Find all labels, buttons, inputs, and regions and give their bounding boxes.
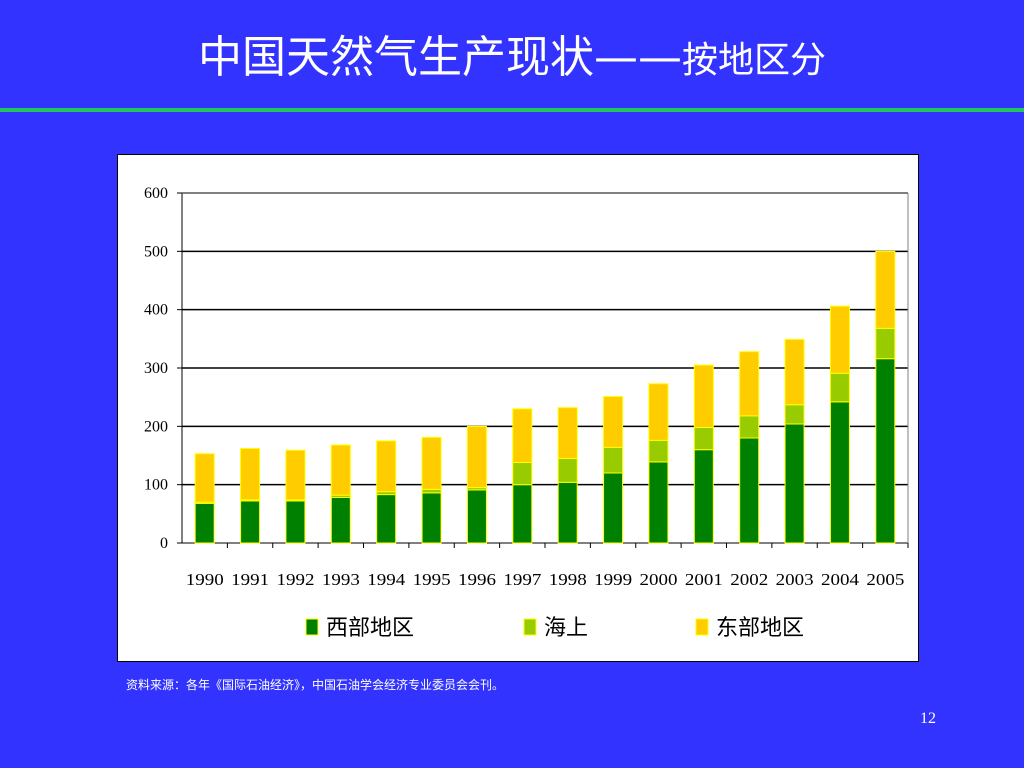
slide-title: 中国天然气生产现状——按地区分 (0, 28, 1024, 91)
y-tick-label: 300 (144, 360, 168, 377)
legend-swatch (523, 618, 537, 636)
bar-segment-west (285, 500, 306, 544)
bar-segment-west (603, 472, 624, 544)
bar-segment-west (784, 423, 805, 544)
bar-segment-west (557, 481, 578, 544)
bar-segment-east (240, 448, 261, 501)
x-tick-label: 2003 (776, 570, 814, 589)
title-divider (0, 108, 1024, 112)
y-tick-label: 100 (144, 477, 168, 494)
bar-segment-west (739, 437, 760, 544)
bar-segment-west (829, 401, 850, 544)
bar-segment-east (648, 383, 669, 441)
chart-panel: 0 100 200 300 400 500 600 1990 1991 1992 1993 1994 1… (117, 154, 919, 662)
bar-segment-offshore (648, 439, 669, 463)
bar-segment-east (194, 453, 215, 503)
legend-label: 东部地区 (716, 616, 804, 641)
y-tick-label: 500 (144, 243, 168, 260)
source-note: 资料来源：各年《国际石油经济》，中国石油学会经济专业委员会会刊。 (126, 678, 505, 692)
bar-segment-offshore (512, 462, 533, 486)
slide-title-sub: 按地区分 (681, 40, 826, 81)
bar-segment-east (693, 364, 714, 428)
bar-segment-west (194, 502, 215, 544)
legend-label: 海上 (544, 616, 588, 641)
bar-segment-west (376, 494, 397, 544)
legend-swatch (305, 618, 319, 636)
y-tick-label: 200 (144, 418, 168, 435)
bar-segment-east (330, 444, 351, 496)
x-tick-label: 1995 (413, 570, 451, 589)
bar-segment-offshore (784, 404, 805, 425)
x-tick-label: 1999 (594, 570, 632, 589)
stacked-bar-chart: 0 100 200 300 400 500 600 1990 1991 1992 1993 1994 1… (144, 185, 909, 641)
bar-segment-west (330, 497, 351, 544)
bar-segment-west (421, 492, 442, 544)
bar-segment-west (648, 461, 669, 544)
x-tick-label: 1998 (549, 570, 587, 589)
x-tick-label: 2002 (730, 570, 768, 589)
bar-segment-east (739, 351, 760, 417)
bar-segment-east (512, 408, 533, 463)
bar-segment-east (875, 250, 896, 329)
bar-segment-east (784, 338, 805, 406)
bar-segment-east (829, 305, 850, 374)
bar-segment-west (693, 449, 714, 544)
bar-segment-east (557, 407, 578, 459)
bar-segment-offshore (421, 488, 442, 494)
x-tick-label: 1992 (276, 570, 314, 589)
y-tick-label: 400 (144, 302, 168, 319)
bar-segment-offshore (557, 457, 578, 483)
x-tick-label: 2004 (821, 570, 860, 589)
bar-segment-east (466, 425, 487, 489)
bar-segment-west (512, 484, 533, 544)
x-tick-label: 1996 (458, 570, 496, 589)
x-tick-label: 1994 (367, 570, 406, 589)
legend-label: 西部地区 (326, 616, 414, 641)
x-tick-label: 1990 (186, 570, 224, 589)
bar-segment-east (603, 396, 624, 448)
bar-segment-east (376, 440, 397, 493)
bar-segment-west (875, 358, 896, 544)
bar-segment-offshore (603, 446, 624, 474)
bar-segment-offshore (875, 327, 896, 360)
legend-swatch (695, 618, 709, 636)
slide-title-main: 中国天然气生产现状—— (197, 32, 682, 83)
page-number: 12 (920, 710, 936, 727)
x-tick-label: 1991 (231, 570, 269, 589)
bar-segment-west (466, 489, 487, 544)
x-tick-label: 1997 (503, 570, 542, 589)
bar-segment-west (240, 500, 261, 544)
bar-segment-offshore (829, 372, 850, 403)
y-tick-label: 0 (160, 535, 168, 552)
y-tick-label: 600 (144, 185, 168, 202)
x-tick-label: 2001 (685, 570, 723, 589)
bar-segment-offshore (739, 415, 760, 439)
x-tick-label: 1993 (322, 570, 360, 589)
bar-segment-east (421, 436, 442, 490)
x-tick-label: 2000 (639, 570, 677, 589)
x-tick-label: 2005 (866, 570, 904, 589)
bar-segment-east (285, 449, 306, 501)
bar-segment-offshore (693, 427, 714, 451)
